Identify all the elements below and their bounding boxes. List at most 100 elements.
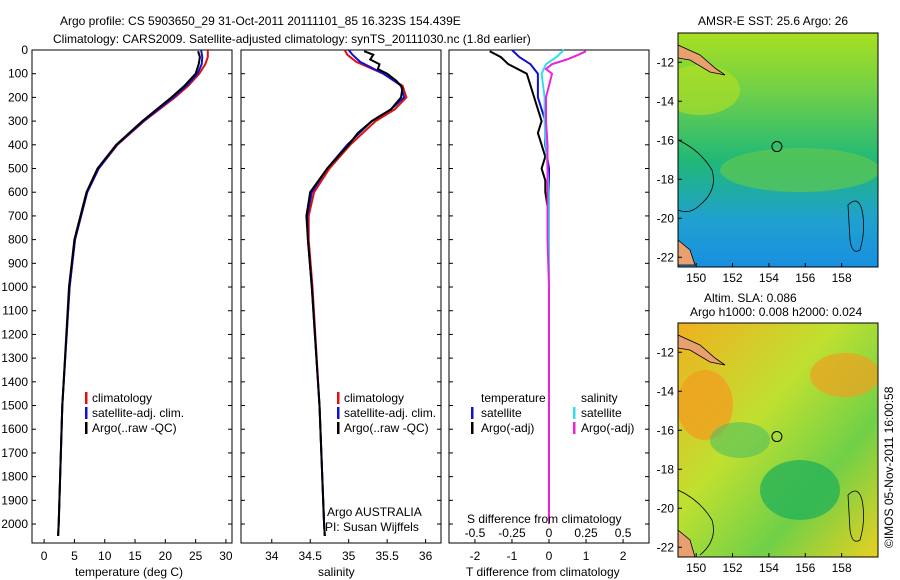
map-y-tick-label: -20 [657,501,675,515]
imos-timestamp: ©IMOS 05-Nov-2011 16:00:58 [882,386,896,548]
map-y-tick-label: -12 [657,55,675,69]
map-x-tick-label: 150 [686,561,706,575]
series-line-argo-raw-qc- [57,50,201,536]
pi-annotation: PI: Susan Wijffels [325,520,419,534]
temperature-xlabel: temperature (deg C) [75,565,183,579]
temperature-legend: climatology satellite-adj. clim. Argo(..… [85,391,184,435]
legend-swatch-satellite [85,407,88,419]
legend-label: Argo(..raw -QC) [92,421,177,435]
x-tick-label: 35 [342,549,356,563]
temperature-panel: 0 5 10 15 20 25 300100200300400500600700800900… [1,43,233,563]
series-line-climatology [307,49,408,536]
x-tick-label: 34 [265,549,279,563]
sla-high-patch [810,353,878,397]
s-tick-label: 0.5 [615,526,632,540]
legend-label: Argo(..raw -QC) [344,421,429,435]
x-tick-label: 15 [128,549,142,563]
header-line2: Climatology: CARS2009. Satellite-adjuste… [53,32,531,46]
y-tick-label: 400 [8,138,28,152]
y-tick-label: 300 [8,114,28,128]
salinity-panel: 34 34.5 35 35.5 36 [241,49,441,563]
sst-map-title: AMSR-E SST: 25.6 Argo: 26 [698,14,848,28]
y-tick-label: 0 [21,43,28,57]
map-x-tick-label: 156 [795,271,815,285]
sla-low-patch [710,422,770,458]
s-diff-xlabel: S difference from climatology [467,512,622,526]
y-tick-label: 1200 [1,327,28,341]
series-line-s-argo-adj- [544,50,587,524]
y-tick-label: 1300 [1,351,28,365]
x-tick-label: 10 [98,549,112,563]
y-tick-label: 600 [8,185,28,199]
sst-warm-band [720,148,878,192]
y-tick-label: 1600 [1,422,28,436]
y-tick-label: 1100 [2,304,28,318]
t-diff-xlabel: T difference from climatology [466,565,620,579]
x-tick-label: 30 [219,549,233,563]
map-x-tick-label: 152 [723,561,743,575]
x-tick-label: 20 [159,549,173,563]
y-tick-label: 700 [8,209,28,223]
legend-swatch-argo [85,422,88,434]
coastline-land [678,239,696,266]
sst-map-frame [677,32,879,268]
coastline-land [678,334,726,366]
s-tick-label: 0.25 [574,526,598,540]
y-tick-label: 1000 [1,280,28,294]
map-y-tick-label: -22 [657,250,675,264]
argo-operator-annotation: Argo AUSTRALIA [327,505,422,519]
series-line-t-argo-adj- [489,50,550,524]
y-tick-label: 800 [8,233,28,247]
s-tick-label: -0.5 [465,526,486,540]
salinity-axes-frame [240,49,442,544]
x-tick-label: 0 [41,549,48,563]
y-tick-label: 500 [8,162,28,176]
map-x-tick-label: 150 [686,271,706,285]
x-tick-label: 25 [189,549,203,563]
y-tick-label: 1900 [1,493,28,507]
series-line-climatology [57,50,209,536]
sst-map [678,33,878,267]
legend-title-temperature: temperature [481,391,546,405]
map-y-tick-label: -18 [657,172,675,186]
legend-swatch-s-argo [573,422,576,434]
y-tick-label: 100 [8,67,28,81]
difference-panel: -2 -1 0 1 2 -0.5 -0.25 0 0.25 0.5 [449,49,649,563]
reef-contour [847,490,864,542]
legend-label: Argo(-adj) [481,421,534,435]
sla-map-title: Altim. SLA: 0.086 [704,291,797,305]
legend-label: climatology [344,391,404,405]
sla-map-frame [677,322,879,558]
map-y-tick-label: -12 [657,345,675,359]
series-line-s-satellite [540,49,565,524]
coastline-land [678,44,726,76]
legend-label: climatology [92,391,152,405]
y-tick-label: 900 [8,256,28,270]
series-line-satellite-adj-clim- [57,49,204,536]
y-tick-label: 1500 [1,399,28,413]
coastline-land [678,529,696,557]
legend-swatch-climatology [337,392,340,404]
map-y-tick-label: -20 [657,211,675,225]
bathymetry-contour [678,489,714,556]
y-tick-label: 2000 [1,517,28,531]
argo-position-marker [771,141,783,153]
legend-title-salinity: salinity [581,391,618,405]
map-x-tick-label: 156 [795,561,815,575]
legend-label: Argo(-adj) [581,421,634,435]
header-line1: Argo profile: CS 5903650_29 31-Oct-2011 … [60,14,461,28]
legend-label: satellite-adj. clim. [92,406,184,420]
salinity-legend: climatology satellite-adj. clim. Argo(..… [325,391,436,534]
sla-map-subtitle: Argo h1000: 0.008 h2000: 0.024 [690,305,862,319]
x-tick-label: -2 [470,549,481,563]
sla-high-patch [678,370,733,440]
sla-map-axes: 150 152 154 156 158 -12 -14 -16 -18 -20 -22 [657,345,852,575]
x-tick-label: 2 [620,549,627,563]
y-tick-label: 1700 [1,446,28,460]
salinity-xlabel: salinity [318,565,355,579]
legend-swatch-argo [337,422,340,434]
s-tick-label: -0.25 [498,526,526,540]
legend-label: satellite-adj. clim. [344,406,436,420]
series-line-t-satellite [511,49,550,524]
bathymetry-contour [678,139,714,213]
